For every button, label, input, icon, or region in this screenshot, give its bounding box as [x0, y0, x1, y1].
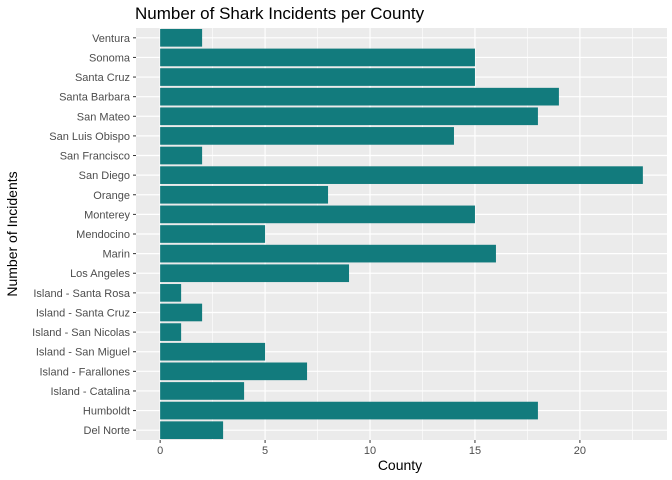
y-tick-label: Marin [102, 249, 130, 261]
y-tick-label: Island - Santa Cruz [36, 307, 130, 319]
x-tick-labels: 0 5 10 15 20 [157, 440, 586, 457]
bar-san-diego [160, 166, 643, 184]
bar-sonoma [160, 48, 475, 67]
x-tick-label: 10 [364, 445, 376, 457]
y-tick-label: San Diego [79, 170, 130, 182]
bar-santa-cruz [160, 68, 475, 86]
y-tick-labels: Ventura Sonoma Santa Cruz Santa Barbara San … [32, 33, 136, 437]
y-tick-label: Sonoma [89, 52, 131, 64]
x-axis-title: County [378, 457, 422, 473]
bar-orange [160, 185, 329, 204]
x-tick-label: 0 [157, 445, 163, 457]
y-tick-label: Island - San Nicolas [32, 327, 130, 339]
bar-humboldt [160, 401, 538, 420]
bar-island-farallones [160, 362, 308, 381]
bar-island-san-miguel [160, 342, 266, 361]
x-tick-label: 5 [262, 445, 268, 457]
bar-santa-barbara [160, 87, 559, 106]
y-tick-label: Island - Santa Rosa [33, 288, 130, 300]
bar-island-san-nicolas [160, 323, 182, 341]
bar-san-luis-obispo [160, 127, 454, 145]
bar-san-francisco [160, 146, 203, 165]
y-tick-label: Del Norte [84, 425, 130, 437]
bar-monterey [160, 205, 475, 224]
x-tick-label: 15 [469, 445, 481, 457]
bar-marin [160, 244, 496, 263]
bar-mendocino [160, 225, 266, 243]
y-tick-label: Monterey [84, 209, 130, 221]
y-tick-label: Mendocino [76, 229, 130, 241]
y-tick-label: Island - San Miguel [36, 347, 130, 359]
y-tick-label: San Francisco [60, 151, 130, 163]
y-tick-label: San Luis Obispo [49, 131, 130, 143]
y-tick-label: Humboldt [83, 406, 130, 418]
y-tick-label: San Mateo [77, 111, 130, 123]
y-axis-title: Number of Incidents [4, 171, 20, 296]
y-tick-label: Island - Farallones [40, 366, 131, 378]
bar-del-norte [160, 421, 224, 440]
bar-san-mateo [160, 107, 538, 126]
chart-title: Number of Shark Incidents per County [135, 4, 425, 23]
y-tick-label: Santa Cruz [75, 72, 130, 84]
x-tick-label: 20 [574, 445, 586, 457]
bar-island-santa-cruz [160, 303, 203, 322]
y-tick-label: Los Angeles [70, 268, 130, 280]
bar-island-catalina [160, 382, 245, 400]
y-tick-label: Santa Barbara [59, 92, 131, 104]
bars [160, 28, 643, 440]
y-tick-label: Orange [93, 190, 130, 202]
y-tick-label: Ventura [92, 33, 131, 45]
y-tick-label: Island - Catalina [51, 386, 131, 398]
bar-los-angeles [160, 264, 350, 283]
bar-island-santa-rosa [160, 284, 182, 302]
bar-ventura [160, 28, 203, 47]
